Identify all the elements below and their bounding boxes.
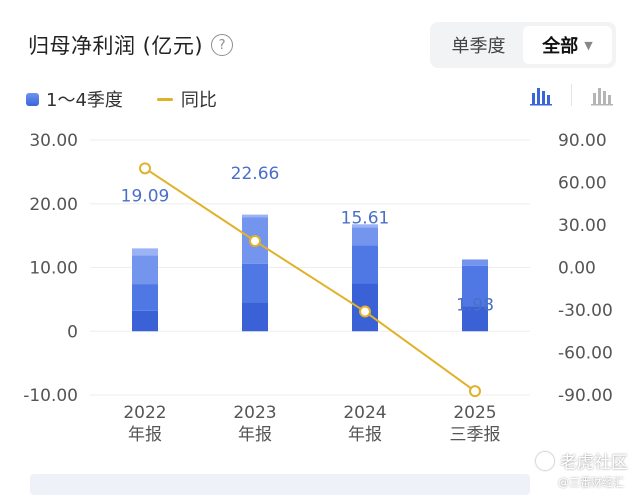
bar-segment	[462, 265, 488, 307]
bar-segment	[242, 302, 268, 332]
left-tick-label: 0	[67, 322, 78, 342]
grid-lines	[90, 139, 530, 396]
axis-labels: 30.00 20.00 10.00 0 -10.00 90.00 60.00 30.00 0.0…	[23, 131, 613, 445]
x-tick-label: 年报	[128, 425, 162, 445]
yoy-point	[469, 385, 481, 398]
legend-bar-label[interactable]: 1～4季度	[46, 90, 123, 111]
bar-total-label: 1.98	[456, 296, 494, 316]
yoy-point	[249, 235, 261, 248]
period-switch: 单季度 全部 ▼	[430, 22, 616, 68]
x-tick-label: 2024	[343, 403, 386, 423]
x-tick-label: 年报	[348, 425, 382, 445]
x-tick-label: 2023	[233, 403, 276, 423]
bar-total-label: 15.61	[341, 209, 390, 229]
right-tick-label: -30.00	[558, 301, 613, 321]
x-tick-label: 2025	[453, 403, 496, 423]
x-tick-label: 2022	[123, 403, 166, 423]
legend-line-swatch	[156, 97, 173, 101]
bar-segment	[242, 214, 268, 218]
left-tick-label: -10.00	[23, 386, 78, 406]
legend-line-label[interactable]: 同比	[180, 90, 217, 111]
x-tick-label: 三季报	[450, 425, 501, 445]
x-tick-label: 年报	[238, 425, 272, 445]
right-tick-label: -60.00	[558, 344, 613, 364]
bar-total-label: 19.09	[121, 187, 170, 207]
bar-total-label: 22.66	[231, 164, 280, 184]
bars	[132, 214, 488, 332]
bar-segment	[352, 245, 378, 284]
legend-bar-swatch	[26, 92, 39, 106]
bottom-strip	[30, 474, 530, 495]
left-tick-label: 10.00	[29, 259, 78, 279]
tiger-logo-icon	[536, 451, 554, 470]
profit-chart: 19.09 22.66 15.61 1.98 30.00 20.00 10.00 0 -10.…	[23, 131, 613, 445]
bar-segment	[352, 224, 378, 228]
chart-title: 归母净利润 (亿元)	[28, 34, 204, 58]
view-toggle-divider	[571, 84, 572, 106]
title-row: 归母净利润 (亿元) ?	[28, 30, 234, 60]
stacked-bar-chart-icon[interactable]	[529, 84, 553, 106]
watermark-text: 老虎社区	[560, 453, 628, 473]
right-tick-label: -90.00	[558, 386, 613, 406]
watermark-sub: @三番财经汇	[558, 476, 624, 489]
bar-segment	[132, 248, 158, 256]
bar-segment	[462, 306, 488, 332]
tab-all[interactable]: 全部 ▼	[523, 26, 612, 64]
left-tick-label: 30.00	[29, 131, 78, 151]
bar-segment	[132, 284, 158, 311]
right-tick-label: 30.00	[558, 216, 607, 236]
bar-segment	[462, 259, 488, 266]
legend: 1～4季度 同比	[26, 86, 217, 112]
yoy-point	[139, 162, 151, 175]
bar-segment	[352, 227, 378, 246]
value-labels: 19.09 22.66 15.61 1.98	[121, 164, 494, 316]
bar-segment	[132, 255, 158, 285]
right-tick-label: 0.00	[558, 259, 596, 279]
yoy-line	[139, 162, 481, 398]
left-tick-label: 20.00	[29, 195, 78, 215]
right-tick-label: 90.00	[558, 131, 607, 151]
bar-chart-icon[interactable]	[590, 84, 614, 106]
watermark: 老虎社区	[536, 448, 628, 473]
question-circle-icon[interactable]: ?	[211, 34, 234, 56]
tab-single-quarter[interactable]: 单季度	[451, 36, 506, 57]
caret-down-icon: ▼	[584, 38, 593, 52]
bar-segment	[132, 310, 158, 332]
view-toggle	[529, 84, 614, 106]
yoy-point	[359, 305, 371, 318]
bar-segment	[242, 263, 268, 303]
tab-all-label: 全部	[542, 36, 579, 57]
right-tick-label: 60.00	[558, 174, 607, 194]
yoy-polyline	[144, 167, 476, 392]
